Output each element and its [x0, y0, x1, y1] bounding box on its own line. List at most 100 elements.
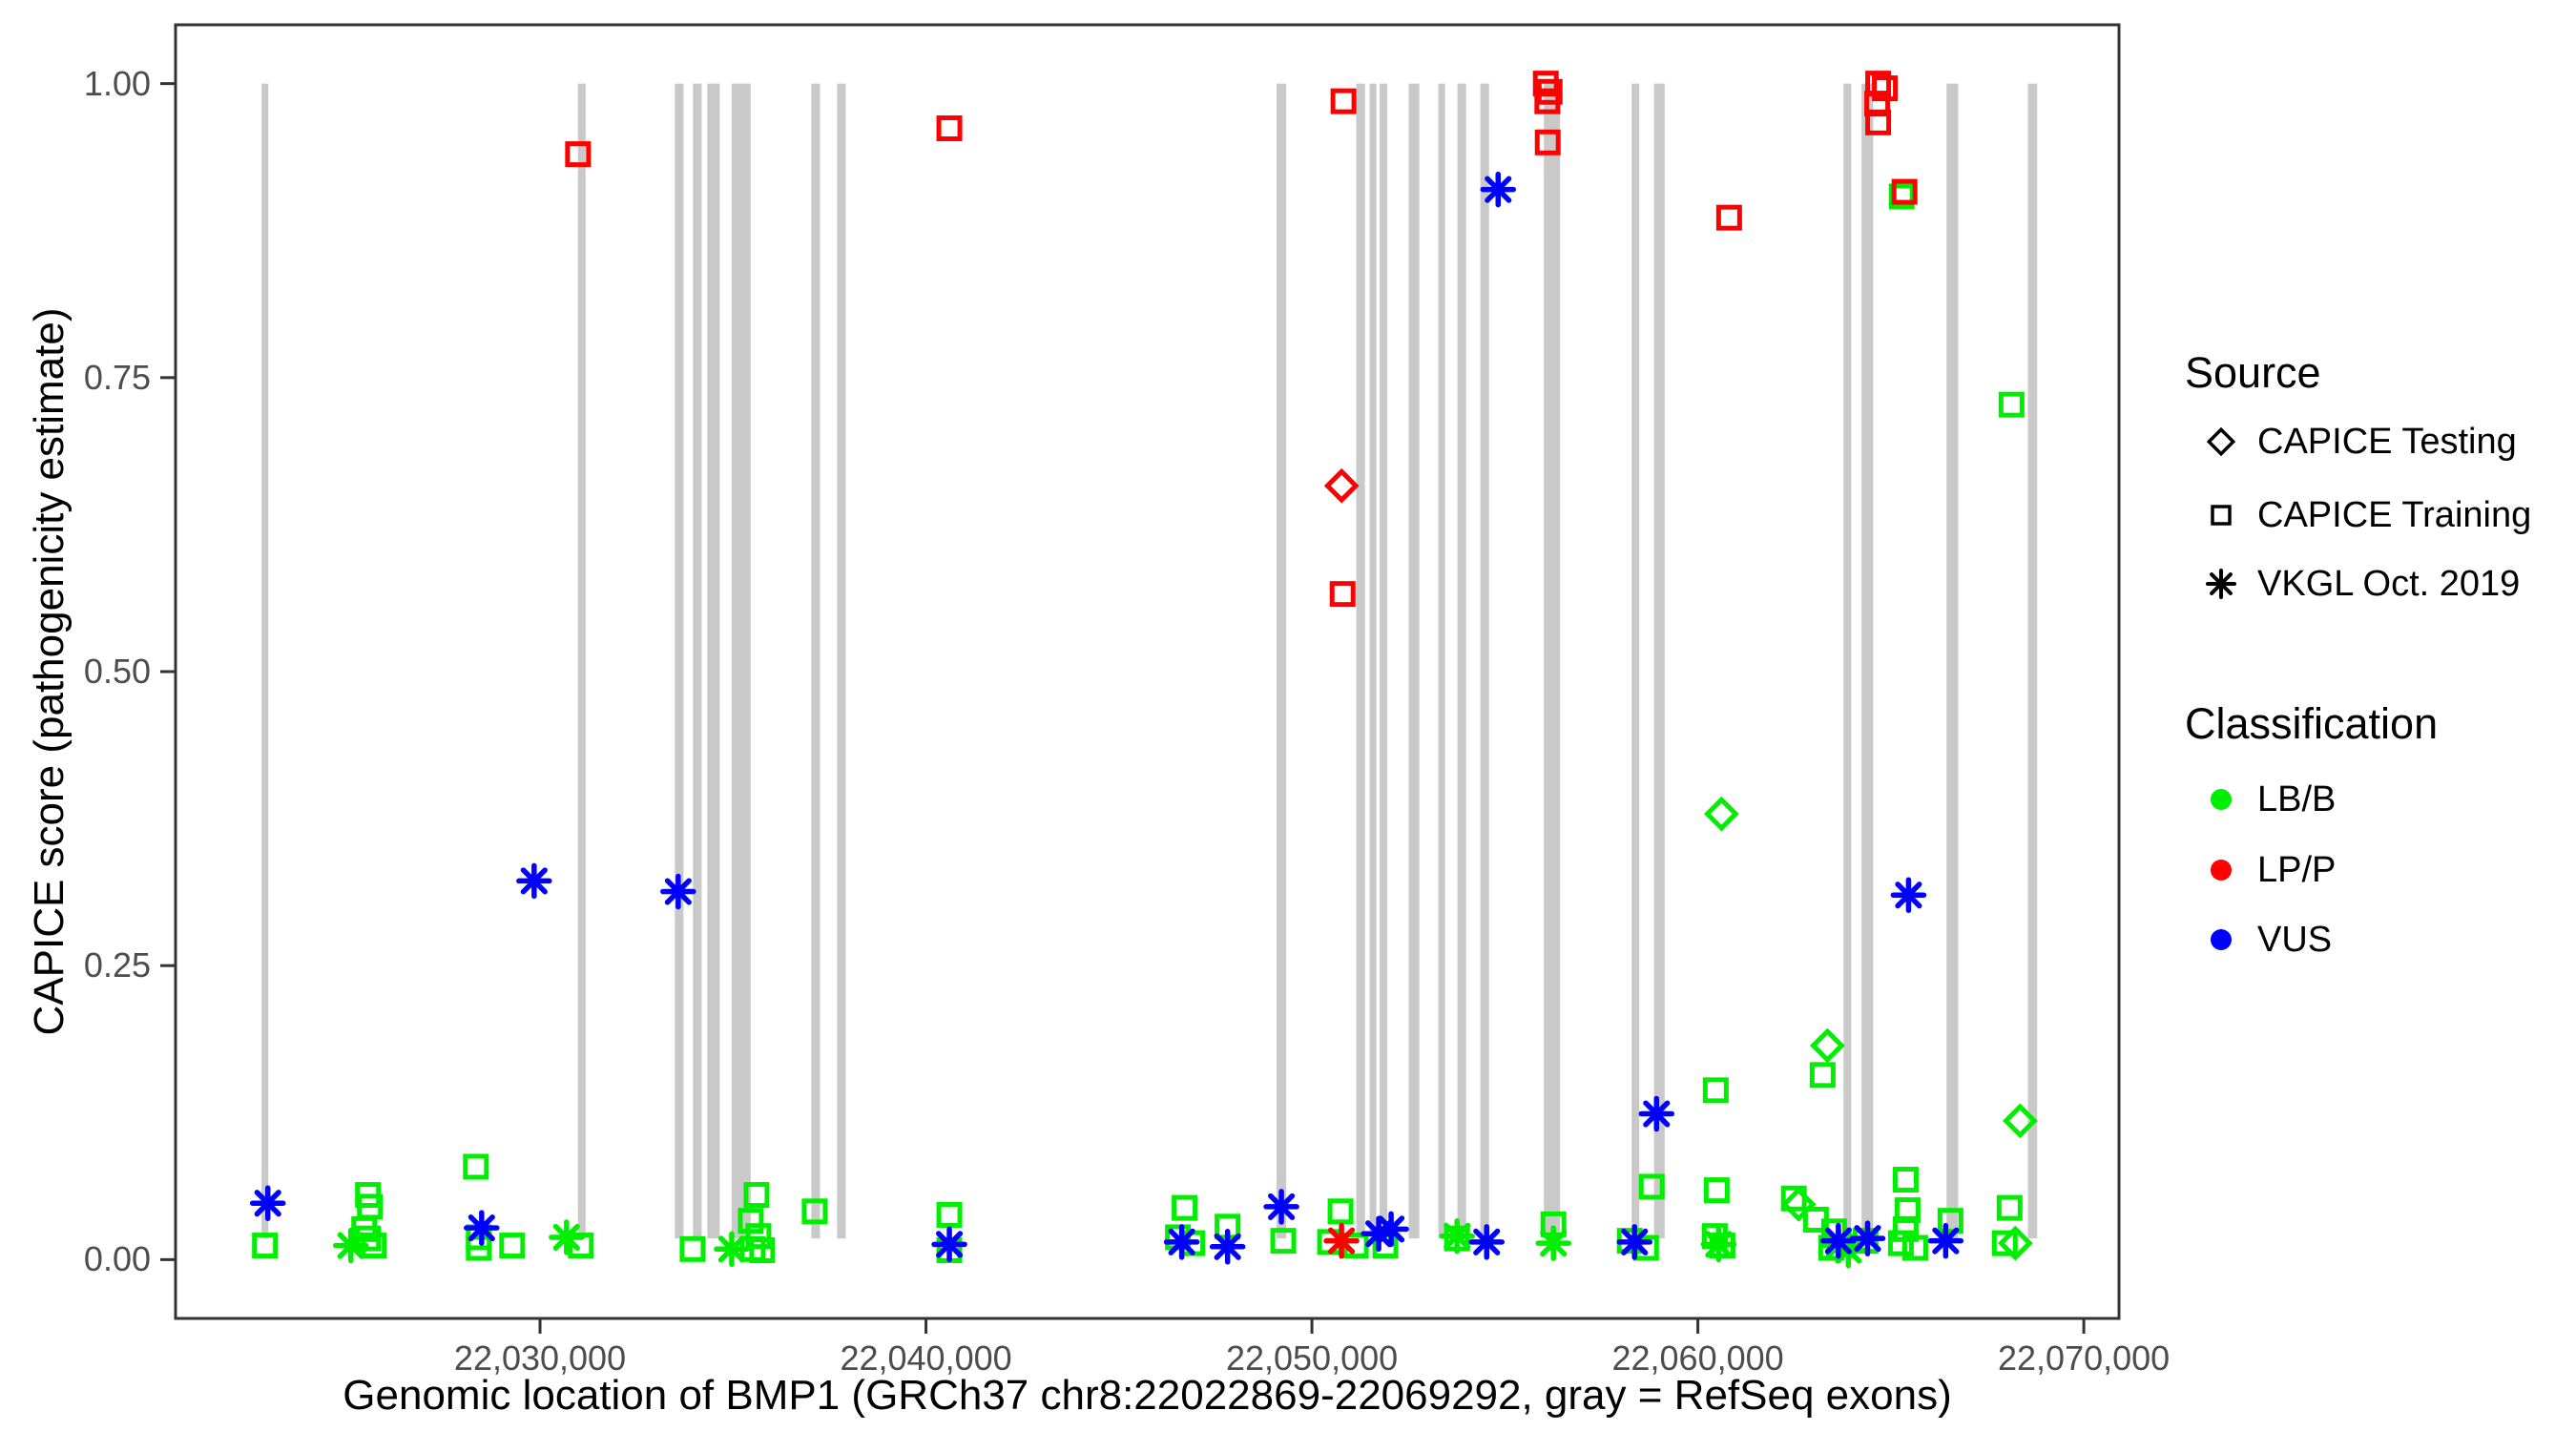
point-testing-diamond — [1703, 796, 1739, 832]
point-vkgl-asterisk — [931, 1226, 967, 1263]
point-training-square — [801, 1198, 828, 1225]
point-training-square — [1892, 1167, 1919, 1193]
point-training-square — [565, 141, 592, 168]
point-training-square — [1703, 1177, 1730, 1204]
exon-bar — [1946, 83, 1959, 1239]
exon-bar — [1408, 83, 1420, 1239]
exon-bar — [1843, 83, 1852, 1239]
legend-label: VKGL Oct. 2019 — [2257, 563, 2521, 604]
point-training-square — [1327, 1198, 1354, 1225]
point-training-square — [737, 1208, 764, 1234]
point-vkgl-asterisk — [249, 1185, 286, 1221]
point-vkgl-asterisk — [1163, 1224, 1200, 1260]
point-vkgl-asterisk — [1263, 1189, 1299, 1225]
exon-bar — [1861, 83, 1874, 1239]
point-vkgl-asterisk — [1468, 1224, 1505, 1260]
point-training-square — [1715, 204, 1742, 231]
exon-bar — [693, 83, 702, 1239]
point-vkgl-asterisk — [1439, 1217, 1475, 1255]
exon-bar — [1277, 83, 1287, 1239]
point-training-square — [1865, 109, 1892, 135]
point-vkgl-asterisk — [464, 1210, 500, 1246]
point-training-square — [1809, 1062, 1836, 1089]
x-tick-label: 22,040,000 — [840, 1338, 1012, 1378]
legend-item-lpp: LP/P — [2185, 841, 2336, 899]
exon-bar — [837, 83, 846, 1239]
point-training-square — [1998, 391, 2025, 418]
point-training-square — [1901, 1234, 1928, 1261]
point-training-square — [1996, 1194, 2023, 1221]
point-training-square — [1888, 183, 1915, 210]
point-training-square — [1887, 1230, 1914, 1256]
point-testing-diamond — [1780, 1187, 1817, 1222]
point-training-square — [463, 1153, 489, 1180]
exon-bar — [675, 83, 684, 1239]
point-vkgl-asterisk — [1209, 1229, 1246, 1265]
point-training-square — [1534, 129, 1561, 156]
point-vkgl-asterisk — [332, 1227, 369, 1264]
point-vkgl-asterisk — [1616, 1224, 1652, 1260]
x-tick-label: 22,050,000 — [1225, 1338, 1399, 1378]
y-tick-label: 0.50 — [83, 652, 151, 691]
point-vkgl-asterisk — [1927, 1222, 1964, 1259]
point-training-square — [499, 1233, 526, 1259]
vus-dot-icon — [2185, 911, 2257, 968]
point-training-square — [749, 1237, 776, 1264]
exon-bar — [1544, 83, 1561, 1239]
exon-bar — [261, 83, 269, 1239]
point-training-square — [1534, 88, 1561, 114]
panel-border — [174, 23, 2121, 1320]
point-training-square — [1270, 1228, 1297, 1255]
point-testing-diamond — [1997, 1225, 2033, 1261]
diamond-icon — [2185, 413, 2257, 470]
legend-item-capice-testing: CAPICE Testing — [2185, 413, 2517, 470]
exon-bar — [731, 83, 751, 1239]
point-training-square — [1638, 1173, 1665, 1200]
point-testing-diamond — [2002, 1103, 2038, 1139]
legend-label: LP/P — [2257, 849, 2337, 890]
legend-label: LB/B — [2257, 778, 2337, 819]
y-tick-label: 1.00 — [83, 63, 151, 103]
legend-label: VUS — [2257, 919, 2333, 960]
point-training-square — [252, 1233, 279, 1259]
point-training-square — [743, 1182, 770, 1209]
exon-bar — [1369, 83, 1377, 1239]
point-vkgl-asterisk — [549, 1219, 585, 1255]
legend-item-capice-training: CAPICE Training — [2185, 487, 2531, 544]
point-vkgl-asterisk — [1700, 1226, 1737, 1263]
point-testing-diamond — [1810, 1027, 1845, 1064]
point-training-square — [936, 114, 963, 141]
y-tick-label: 0.25 — [83, 945, 151, 985]
point-training-square — [1329, 581, 1356, 608]
exon-bar — [1631, 83, 1640, 1239]
exon-bar — [1438, 83, 1445, 1239]
legend-source-title: Source — [2185, 348, 2321, 397]
point-training-square — [936, 1202, 963, 1229]
point-vkgl-asterisk — [1535, 1225, 1571, 1261]
point-vkgl-asterisk — [1849, 1220, 1886, 1256]
legend-classification-title: Classification — [2185, 699, 2439, 748]
exon-bar — [1480, 83, 1489, 1239]
point-vkgl-asterisk — [1373, 1211, 1409, 1248]
point-vkgl-asterisk — [714, 1231, 750, 1268]
exon-bar — [1380, 83, 1388, 1239]
lbb-dot-icon — [2185, 771, 2257, 828]
point-vkgl-asterisk — [660, 873, 696, 910]
legend-label: CAPICE Testing — [2257, 421, 2517, 462]
exon-bar — [1457, 83, 1466, 1239]
square-icon — [2185, 487, 2257, 544]
exon-bar — [707, 83, 720, 1239]
exon-bar — [577, 83, 586, 1239]
point-testing-diamond — [1323, 467, 1360, 504]
y-tick-label: 0.00 — [83, 1239, 151, 1279]
point-training-square — [679, 1235, 706, 1262]
exon-bar — [2027, 83, 2038, 1239]
legend-item-vkgl: VKGL Oct. 2019 — [2185, 555, 2520, 612]
asterisk-icon — [2185, 555, 2257, 612]
point-training-square — [1937, 1208, 1963, 1234]
point-training-square — [466, 1234, 492, 1261]
point-training-square — [1991, 1230, 2018, 1256]
point-training-square — [745, 1223, 772, 1250]
